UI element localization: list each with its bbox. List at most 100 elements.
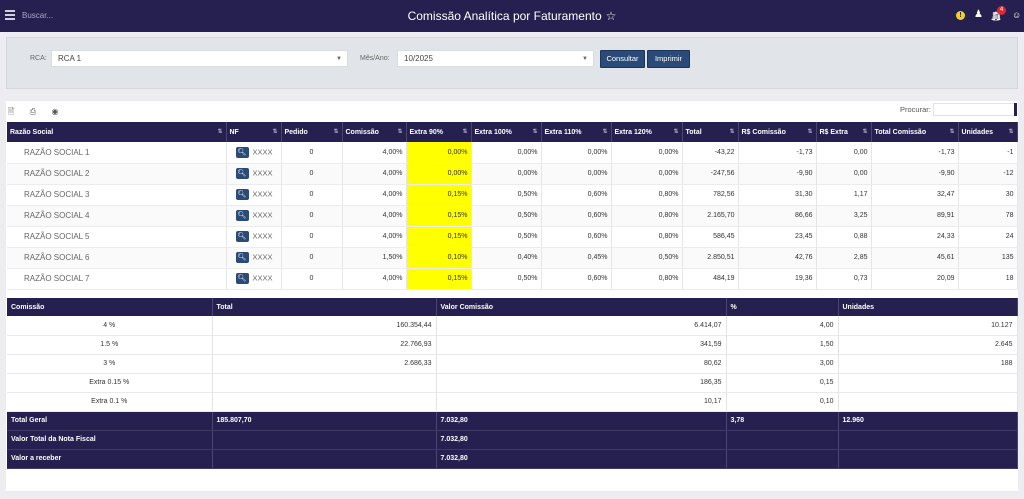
table-cell: 0,60% — [541, 268, 612, 290]
summary-cell — [838, 373, 1018, 393]
table-cell: 19,36 — [738, 268, 817, 290]
table-cell: 0,50% — [471, 184, 542, 206]
table-cell: 🔍︎ XXXX — [226, 205, 282, 227]
sort-icon[interactable]: ⇅ — [532, 129, 538, 135]
table-cell: 0,73 — [816, 268, 872, 290]
summary-row: Extra 0.15 % 186,35 0,15 — [7, 373, 1018, 393]
summary-header: % — [726, 298, 839, 316]
sort-icon[interactable]: ⇅ — [862, 129, 868, 135]
bell-icon[interactable]: 🔔︎ — [990, 11, 1002, 21]
table-cell: -1 — [958, 142, 1018, 164]
column-header[interactable]: Pedido ⇅ — [281, 122, 343, 142]
table-cell: 18 — [958, 268, 1018, 290]
top-bar: Buscar... Comissão Analítica por Faturam… — [0, 0, 1024, 32]
search-input[interactable]: Buscar... — [22, 11, 54, 20]
table-row: RAZÃO SOCIAL 2 🔍︎ XXXX 0 4,00% 0,00% 0,00% 0,00… — [7, 163, 1018, 185]
nf-search-icon[interactable]: 🔍︎ — [235, 146, 249, 158]
rca-label: RCA: — [30, 55, 47, 62]
export-file-icon[interactable]: 🗎 — [7, 107, 15, 116]
sort-icon[interactable]: ⇅ — [1008, 129, 1014, 135]
column-header[interactable]: Total ⇅ — [682, 122, 739, 142]
sort-icon[interactable]: ⇅ — [217, 129, 223, 135]
summary-cell: 10,17 — [436, 392, 727, 412]
column-header[interactable]: Razão Social ⇅ — [7, 122, 227, 142]
table-cell: 1,50% — [342, 247, 407, 269]
table-cell: 24,33 — [871, 226, 959, 248]
sort-icon[interactable]: ⇅ — [807, 129, 813, 135]
table-cell: 0,00% — [471, 142, 542, 164]
apps-grid-icon[interactable]: ▦ — [992, 10, 1001, 20]
column-header[interactable]: R$ Extra ⇅ — [816, 122, 872, 142]
nf-search-icon[interactable]: 🔍︎ — [235, 252, 249, 263]
table-cell: 🔍︎ XXXX — [226, 268, 282, 290]
nf-search-icon[interactable]: 🔍︎ — [235, 189, 249, 200]
table-cell: 45,61 — [871, 247, 959, 269]
print-icon[interactable]: ⎙ — [29, 107, 37, 116]
table-cell: 0,50% — [471, 205, 542, 227]
page-title: Comissão Analítica por Faturamento ☆ — [407, 9, 617, 23]
hamburger-menu-icon[interactable] — [5, 10, 15, 20]
total-cell — [212, 449, 437, 469]
nf-search-icon[interactable]: 🔍︎ — [235, 231, 249, 242]
total-cell: 185.807,70 — [212, 411, 437, 431]
total-cell: 12.960 — [838, 411, 1018, 431]
imprimir-button[interactable]: Imprimir — [647, 50, 690, 68]
summary-row: 4 % 160.354,44 6.414,07 4,00 10.127 — [7, 316, 1018, 336]
favorite-star-icon[interactable]: ☆ — [605, 9, 617, 23]
table-cell: 4,00% — [342, 268, 407, 290]
table-cell: 0,10% — [406, 247, 472, 269]
summary-cell: 0,15 — [726, 373, 839, 393]
nf-search-icon[interactable]: 🔍︎ — [235, 168, 249, 179]
consultar-button[interactable]: Consultar — [600, 50, 645, 68]
rca-select[interactable]: RCA 1 ▼ — [51, 50, 348, 67]
view-eye-icon[interactable]: ◉ — [51, 107, 59, 116]
sort-icon[interactable]: ⇅ — [949, 129, 955, 135]
scrollbar[interactable] — [1014, 103, 1017, 116]
column-header[interactable]: Extra 90% ⇅ — [406, 122, 472, 142]
table-cell: 🔍︎ XXXX — [226, 226, 282, 248]
table-cell: 782,56 — [682, 184, 739, 206]
table-cell: 4,00% — [342, 163, 407, 185]
table-cell: 4,00% — [342, 142, 407, 164]
column-header[interactable]: R$ Comissão ⇅ — [738, 122, 817, 142]
table-cell: 0,00 — [816, 163, 872, 185]
table-cell: 0,40% — [471, 247, 542, 269]
sort-icon[interactable]: ⇅ — [333, 129, 339, 135]
table-cell: RAZÃO SOCIAL 3 — [7, 184, 227, 206]
sort-icon[interactable]: ⇅ — [462, 129, 468, 135]
summary-row: Extra 0.1 % 10,17 0,10 — [7, 392, 1018, 412]
warning-icon[interactable]: ! — [956, 11, 965, 20]
comissao-table: Razão Social ⇅ NF ⇅ Pedido ⇅ Comissão ⇅ Extra 90… — [7, 122, 1018, 290]
mes-ano-select[interactable]: 10/2025 ▼ — [397, 50, 594, 67]
table-cell: 0,80% — [611, 226, 683, 248]
table-cell: 0,60% — [541, 184, 612, 206]
table-cell: RAZÃO SOCIAL 2 — [7, 163, 227, 185]
column-header[interactable]: Total Comissão ⇅ — [871, 122, 959, 142]
sort-icon[interactable]: ⇅ — [602, 129, 608, 135]
column-header[interactable]: Extra 110% ⇅ — [541, 122, 612, 142]
user-icon[interactable]: ☺ — [1012, 10, 1022, 20]
column-header[interactable]: Extra 120% ⇅ — [611, 122, 683, 142]
table-cell: 86,66 — [738, 205, 817, 227]
table-cell: 🔍︎ XXXX — [226, 163, 282, 185]
column-header[interactable]: NF ⇅ — [226, 122, 282, 142]
sort-icon[interactable]: ⇅ — [673, 129, 679, 135]
users-icon[interactable]: ♟ — [974, 9, 983, 20]
table-cell: 0 — [281, 226, 343, 248]
procurar-input[interactable] — [933, 103, 1015, 116]
nf-search-icon[interactable]: 🔍︎ — [235, 273, 249, 284]
summary-cell: 4,00 — [726, 316, 839, 336]
table-cell: 2.850,51 — [682, 247, 739, 269]
table-cell: 0,45% — [541, 247, 612, 269]
sort-icon[interactable]: ⇅ — [272, 129, 278, 135]
column-header[interactable]: Unidades ⇅ — [958, 122, 1018, 142]
table-cell: 24 — [958, 226, 1018, 248]
sort-icon[interactable]: ⇅ — [397, 129, 403, 135]
nf-search-icon[interactable]: 🔍︎ — [235, 210, 249, 221]
summary-row: 1.5 % 22.766,93 341,59 1,50 2.645 — [7, 335, 1018, 355]
sort-icon[interactable]: ⇅ — [729, 129, 735, 135]
summary-cell: 80,62 — [436, 354, 727, 374]
column-header[interactable]: Comissão ⇅ — [342, 122, 407, 142]
table-cell: 0 — [281, 142, 343, 164]
column-header[interactable]: Extra 100% ⇅ — [471, 122, 542, 142]
